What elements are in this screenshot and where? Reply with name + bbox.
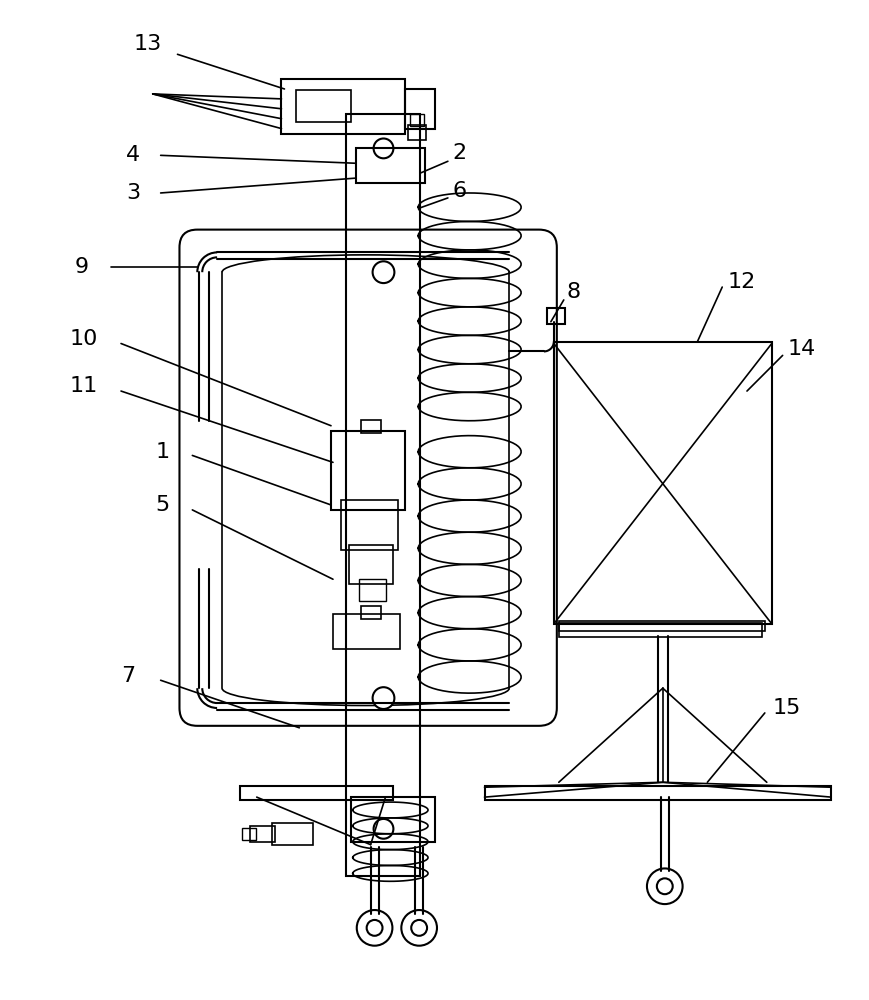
Bar xyxy=(361,420,380,433)
Bar xyxy=(271,823,313,845)
Text: 11: 11 xyxy=(70,376,97,396)
Bar xyxy=(296,90,350,122)
Bar xyxy=(242,828,255,840)
Circle shape xyxy=(656,878,672,894)
Bar xyxy=(341,500,398,550)
Circle shape xyxy=(372,687,394,709)
Bar xyxy=(554,342,771,624)
Bar xyxy=(346,114,420,876)
Bar xyxy=(282,79,405,134)
Bar xyxy=(350,797,434,842)
Bar xyxy=(330,431,405,510)
Text: 2: 2 xyxy=(452,143,467,163)
Text: 14: 14 xyxy=(786,339,814,359)
Bar xyxy=(547,308,564,324)
Text: 4: 4 xyxy=(126,145,140,165)
Bar xyxy=(558,623,761,637)
Text: 13: 13 xyxy=(134,34,162,54)
Bar xyxy=(405,89,434,129)
Bar xyxy=(240,786,393,800)
Bar xyxy=(361,606,380,619)
Circle shape xyxy=(356,910,392,946)
Circle shape xyxy=(373,138,393,158)
Text: 7: 7 xyxy=(121,666,135,686)
Bar xyxy=(558,621,764,631)
Text: 5: 5 xyxy=(156,495,169,515)
Circle shape xyxy=(372,261,394,283)
Circle shape xyxy=(411,920,427,936)
Text: 3: 3 xyxy=(126,183,140,203)
Text: 8: 8 xyxy=(566,282,580,302)
Text: 10: 10 xyxy=(70,329,97,349)
Circle shape xyxy=(366,920,382,936)
Circle shape xyxy=(373,819,393,839)
Text: 6: 6 xyxy=(452,181,467,201)
Bar xyxy=(333,614,400,649)
Text: 12: 12 xyxy=(727,272,755,292)
Text: 1: 1 xyxy=(156,442,169,462)
Bar xyxy=(408,125,426,140)
Bar xyxy=(358,579,386,601)
Text: 15: 15 xyxy=(772,698,799,718)
Bar xyxy=(410,114,423,126)
Bar xyxy=(348,545,393,584)
Bar xyxy=(484,786,830,800)
Text: 9: 9 xyxy=(74,257,89,277)
Circle shape xyxy=(401,910,436,946)
Bar xyxy=(249,826,275,842)
Circle shape xyxy=(647,868,682,904)
Bar xyxy=(355,148,425,183)
